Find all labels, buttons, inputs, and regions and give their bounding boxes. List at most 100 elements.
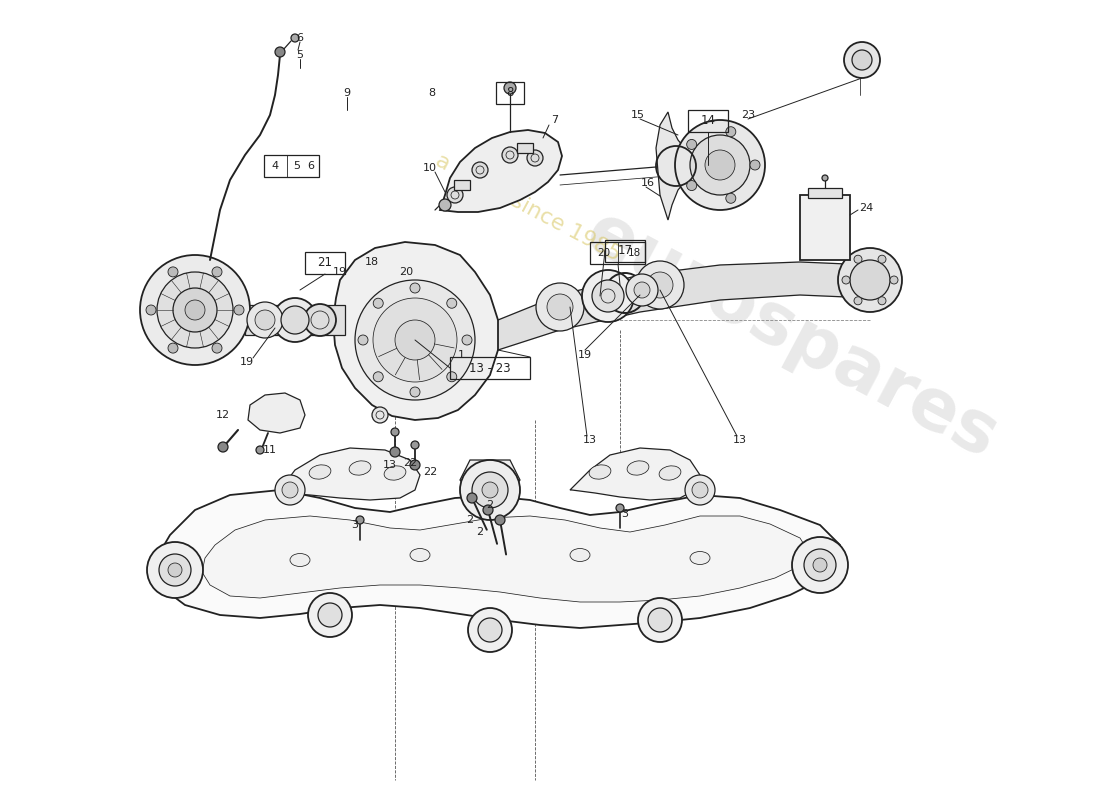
Polygon shape — [570, 448, 700, 500]
Polygon shape — [460, 460, 520, 492]
Bar — [800, 195, 850, 260]
Circle shape — [275, 47, 285, 57]
Circle shape — [536, 283, 584, 331]
Circle shape — [372, 407, 388, 423]
Circle shape — [838, 248, 902, 312]
Polygon shape — [656, 112, 721, 220]
Circle shape — [472, 162, 488, 178]
Circle shape — [373, 372, 383, 382]
Bar — [605, 240, 645, 262]
Text: 13: 13 — [383, 460, 397, 470]
Bar — [808, 188, 842, 198]
Bar — [245, 305, 345, 335]
Bar — [688, 110, 728, 132]
Circle shape — [878, 297, 886, 305]
Circle shape — [502, 147, 518, 163]
Text: 7: 7 — [551, 115, 559, 125]
Text: 19: 19 — [578, 350, 592, 360]
Text: 22: 22 — [422, 467, 437, 477]
Circle shape — [850, 260, 890, 300]
Circle shape — [462, 335, 472, 345]
Ellipse shape — [627, 461, 649, 475]
Circle shape — [410, 283, 420, 293]
Text: 14: 14 — [701, 114, 715, 127]
Text: 2: 2 — [466, 515, 474, 525]
Circle shape — [390, 447, 400, 457]
Circle shape — [854, 297, 862, 305]
Text: 20: 20 — [399, 267, 414, 277]
Ellipse shape — [690, 551, 710, 565]
Circle shape — [282, 482, 298, 498]
Circle shape — [636, 261, 684, 309]
Circle shape — [686, 181, 696, 190]
Polygon shape — [248, 393, 305, 433]
Circle shape — [255, 310, 275, 330]
Circle shape — [160, 554, 191, 586]
Text: 5  6: 5 6 — [295, 161, 316, 171]
Circle shape — [212, 267, 222, 277]
Circle shape — [616, 504, 624, 512]
Text: a parts since 1985: a parts since 1985 — [432, 150, 624, 266]
Circle shape — [256, 446, 264, 454]
Bar — [454, 180, 470, 190]
Circle shape — [146, 305, 156, 315]
Circle shape — [460, 460, 520, 520]
Bar — [264, 155, 319, 177]
Ellipse shape — [659, 466, 681, 480]
Text: 10: 10 — [424, 163, 437, 173]
Text: 3: 3 — [621, 509, 628, 519]
Circle shape — [592, 280, 624, 312]
Circle shape — [411, 441, 419, 449]
Circle shape — [356, 516, 364, 524]
Circle shape — [504, 82, 516, 94]
Text: 21: 21 — [318, 257, 332, 270]
Circle shape — [280, 306, 309, 334]
Bar — [590, 242, 645, 264]
Text: 22: 22 — [403, 458, 417, 468]
Polygon shape — [158, 490, 840, 628]
Text: 8: 8 — [428, 88, 436, 98]
Circle shape — [878, 255, 886, 263]
Circle shape — [852, 50, 872, 70]
Circle shape — [804, 549, 836, 581]
Text: 9: 9 — [343, 88, 351, 98]
Circle shape — [648, 608, 672, 632]
Text: 23: 23 — [741, 110, 755, 120]
Circle shape — [318, 603, 342, 627]
Circle shape — [890, 276, 898, 284]
Text: 18: 18 — [365, 257, 380, 267]
Ellipse shape — [384, 466, 406, 480]
Circle shape — [822, 175, 828, 181]
Circle shape — [675, 120, 764, 210]
Circle shape — [212, 343, 222, 353]
Circle shape — [527, 150, 543, 166]
Circle shape — [468, 608, 512, 652]
Circle shape — [686, 139, 696, 150]
Polygon shape — [333, 242, 498, 420]
Bar — [450, 357, 530, 379]
Ellipse shape — [349, 461, 371, 475]
Circle shape — [185, 300, 205, 320]
Circle shape — [483, 505, 493, 515]
Text: 20: 20 — [597, 248, 611, 258]
Circle shape — [842, 276, 850, 284]
Text: 19: 19 — [333, 267, 348, 277]
Circle shape — [482, 482, 498, 498]
Circle shape — [582, 270, 634, 322]
Circle shape — [355, 280, 475, 400]
Circle shape — [547, 294, 573, 320]
Circle shape — [275, 475, 305, 505]
Text: 18: 18 — [627, 248, 640, 258]
Text: 4: 4 — [272, 161, 278, 171]
Circle shape — [634, 282, 650, 298]
Circle shape — [168, 267, 178, 277]
Circle shape — [854, 255, 862, 263]
Ellipse shape — [410, 549, 430, 562]
Circle shape — [373, 298, 383, 308]
Text: 1: 1 — [458, 350, 464, 360]
Circle shape — [358, 335, 368, 345]
Circle shape — [439, 199, 451, 211]
Text: 13: 13 — [733, 435, 747, 445]
Circle shape — [638, 598, 682, 642]
Circle shape — [647, 272, 673, 298]
